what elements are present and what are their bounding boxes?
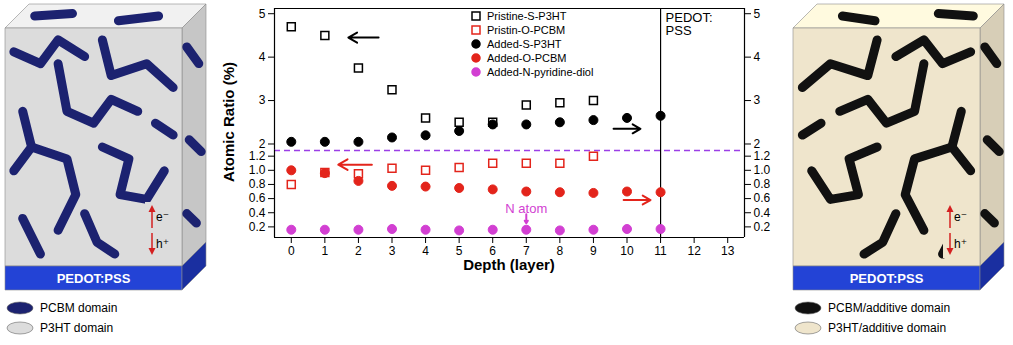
- svg-text:4: 4: [754, 50, 761, 64]
- svg-text:5: 5: [259, 7, 266, 21]
- svg-text:8: 8: [557, 244, 564, 258]
- svg-text:PCBM domain: PCBM domain: [40, 301, 117, 315]
- svg-text:6: 6: [489, 244, 496, 258]
- svg-text:0.2: 0.2: [754, 220, 771, 234]
- svg-text:1.0: 1.0: [249, 163, 266, 177]
- svg-text:13: 13: [721, 244, 735, 258]
- html-text:Atomic Ratio (%): Atomic Ratio (%): [219, 62, 237, 182]
- svg-text:PEDOT:PSS: PEDOT:PSS: [850, 271, 924, 286]
- svg-text:7: 7: [523, 244, 530, 258]
- svg-text:0.8: 0.8: [249, 177, 266, 191]
- svg-text:PCBM/additive domain: PCBM/additive domain: [828, 301, 950, 315]
- svg-text:3: 3: [259, 93, 266, 107]
- svg-text:1: 1: [322, 244, 329, 258]
- svg-text:5: 5: [456, 244, 463, 258]
- svg-text:e⁻: e⁻: [156, 210, 169, 224]
- html-text:Pristin-O-PCBM: Pristin-O-PCBM: [487, 24, 566, 36]
- svg-text:0.4: 0.4: [249, 206, 266, 220]
- svg-text:11: 11: [654, 244, 667, 258]
- svg-text:PEDOT:PSS: PEDOT:PSS: [666, 10, 713, 38]
- svg-text:0.6: 0.6: [249, 191, 266, 205]
- svg-text:0: 0: [288, 244, 295, 258]
- svg-text:1.2: 1.2: [249, 149, 266, 163]
- svg-text:2: 2: [258, 136, 266, 151]
- svg-text:P3HT/additive domain: P3HT/additive domain: [828, 321, 946, 335]
- svg-text:3: 3: [389, 244, 396, 258]
- svg-text:0.2: 0.2: [249, 220, 266, 234]
- html-text:Added-N-pyridine-diol: Added-N-pyridine-diol: [487, 66, 594, 78]
- svg-text:0.8: 0.8: [754, 177, 771, 191]
- svg-text:0.4: 0.4: [754, 206, 771, 220]
- svg-text:5: 5: [754, 7, 761, 21]
- svg-text:12: 12: [687, 244, 701, 258]
- svg-text:1.0: 1.0: [754, 163, 771, 177]
- html-text:Added-S-P3HT: Added-S-P3HT: [487, 38, 562, 50]
- svg-text:4: 4: [422, 244, 429, 258]
- svg-text:h⁺: h⁺: [954, 237, 967, 251]
- svg-text:3: 3: [754, 93, 761, 107]
- svg-text:PEDOT:PSS: PEDOT:PSS: [57, 271, 131, 286]
- svg-text:0.6: 0.6: [754, 191, 771, 205]
- svg-text:2: 2: [753, 136, 761, 151]
- svg-text:P3HT domain: P3HT domain: [40, 321, 113, 335]
- svg-text:e⁻: e⁻: [954, 210, 967, 224]
- svg-text:N atom: N atom: [505, 201, 547, 216]
- svg-text:4: 4: [259, 50, 266, 64]
- svg-text:2: 2: [355, 244, 362, 258]
- svg-text:1.2: 1.2: [754, 149, 771, 163]
- html-text:Depth (layer): Depth (layer): [463, 256, 555, 273]
- svg-text:9: 9: [590, 244, 597, 258]
- html-text:Added-O-PCBM: Added-O-PCBM: [487, 52, 567, 64]
- html-text:Pristine-S-P3HT: Pristine-S-P3HT: [487, 10, 567, 22]
- svg-text:h⁺: h⁺: [156, 237, 169, 251]
- svg-text:10: 10: [620, 244, 634, 258]
